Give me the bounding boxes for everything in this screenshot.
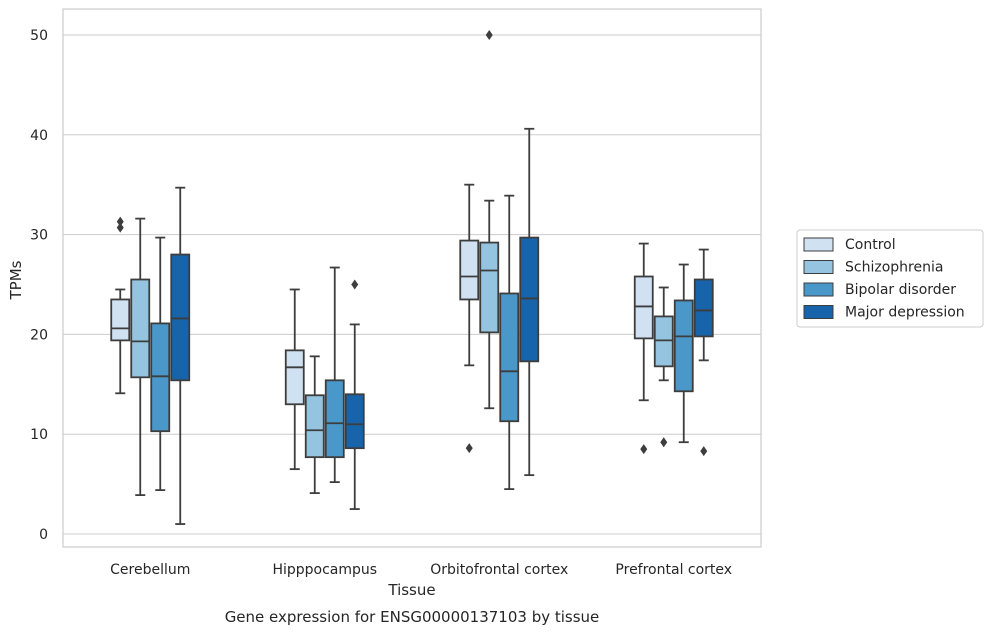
chart-caption: Gene expression for ENSG00000137103 by t… [225, 608, 600, 626]
box-schizophrenia [130, 217, 151, 496]
box-schizophrenia [304, 355, 325, 495]
box-control [459, 183, 480, 454]
legend-items: Control Schizophrenia Bipolar disorder Majo… [803, 237, 965, 321]
box-iqr [110, 298, 131, 342]
legend-frame [796, 229, 984, 328]
box-major-depression [693, 248, 714, 457]
box-iqr [170, 253, 191, 382]
box-bipolar-disorder [499, 194, 520, 491]
box-schizophrenia [479, 29, 500, 410]
x-tick-label: Orbitofrontal cortex [430, 562, 568, 578]
box-iqr [284, 349, 305, 406]
legend-swatch [803, 305, 834, 319]
legend-item: Schizophrenia [803, 260, 943, 276]
outlier-point [351, 279, 359, 290]
outlier-point [700, 446, 708, 457]
box-major-depression [344, 279, 365, 510]
box-iqr [653, 315, 674, 368]
y-tick-label: 10 [30, 427, 48, 443]
legend-label: Control [845, 237, 896, 253]
box-iqr [130, 278, 151, 379]
outlier-point [116, 222, 124, 233]
y-tick-label: 30 [30, 228, 48, 244]
box-iqr [459, 239, 480, 301]
y-tick-label: 0 [39, 527, 48, 543]
y-tick-label: 40 [30, 128, 48, 144]
box-groups [110, 29, 714, 525]
box-iqr [479, 241, 500, 334]
outlier-point [116, 216, 124, 227]
legend-item: Major depression [803, 305, 965, 321]
box-bipolar-disorder [324, 266, 345, 484]
box-iqr [519, 236, 540, 363]
legend-swatch [803, 260, 834, 274]
x-tick-label: Cerebellum [110, 562, 190, 578]
box-schizophrenia [653, 286, 674, 448]
box-iqr [673, 299, 694, 393]
box-iqr [633, 275, 654, 340]
outlier-point [660, 437, 668, 448]
y-tick-labels: 0 10 20 30 40 50 [30, 28, 48, 543]
legend-swatch [803, 237, 834, 252]
box-iqr [693, 278, 714, 338]
x-tick-label: Hipppocampus [272, 562, 377, 578]
box-iqr [150, 322, 171, 433]
grid-lines [63, 34, 761, 535]
box-control [633, 242, 654, 455]
box-control [284, 288, 305, 471]
x-axis-label: Tissue [387, 581, 435, 599]
box-iqr [324, 379, 345, 459]
box-major-depression [519, 127, 540, 477]
box-major-depression [170, 186, 191, 525]
box-bipolar-disorder [150, 236, 171, 492]
legend-label: Major depression [845, 305, 965, 321]
outlier-point [640, 444, 648, 455]
outlier-point [465, 443, 473, 454]
x-tick-labels: Cerebellum Hipppocampus Orbitofrontal cort… [110, 562, 732, 578]
plot-frame [62, 8, 762, 548]
legend-label: Schizophrenia [845, 260, 943, 276]
legend: Control Schizophrenia Bipolar disorder Majo… [796, 229, 984, 328]
box-iqr [304, 394, 325, 459]
legend-item: Control [803, 237, 896, 253]
box-control [110, 216, 131, 395]
y-tick-label: 20 [30, 327, 48, 343]
y-tick-label: 50 [30, 28, 48, 44]
legend-swatch [803, 282, 834, 297]
x-tick-label: Prefrontal cortex [615, 562, 732, 578]
legend-item: Bipolar disorder [803, 282, 956, 298]
outlier-point [485, 29, 493, 40]
box-iqr [499, 292, 520, 423]
legend-label: Bipolar disorder [845, 282, 956, 298]
box-bipolar-disorder [673, 263, 694, 444]
box-iqr [344, 393, 365, 450]
y-axis-label: TPMs [7, 260, 25, 300]
